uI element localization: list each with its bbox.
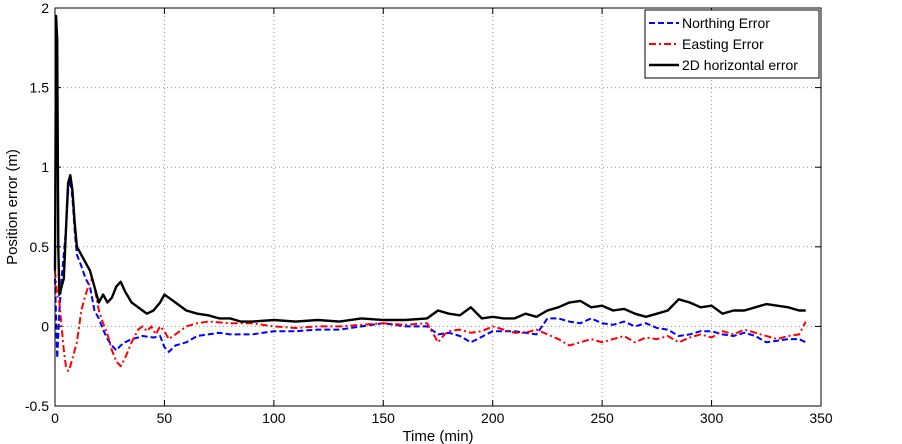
x-tick-label: 250 [590, 410, 614, 426]
y-tick-label: -0.5 [25, 398, 49, 414]
series-line-1 [54, 178, 807, 360]
legend-label-2: Easting Error [682, 36, 764, 52]
x-tick-label: 150 [372, 410, 396, 426]
x-tick-label: 100 [262, 410, 286, 426]
y-tick-label: 1.5 [30, 80, 50, 96]
legend-label-3: 2D horizontal error [682, 57, 798, 73]
plot-frame [54, 7, 822, 407]
x-tick-label: 50 [157, 410, 173, 426]
x-tick-label: 350 [809, 410, 833, 426]
y-tick-label: 0.5 [30, 239, 50, 255]
axes [54, 7, 822, 407]
y-tick-label: 0 [41, 318, 49, 334]
plot-area [53, 14, 807, 372]
tick-labels: 0 50 100 150 200 250 300 350-0.500.511.52 [25, 0, 833, 426]
y-axis-label: Position error (m) [4, 149, 21, 265]
x-axis-label: Time (min) [402, 428, 473, 444]
x-tick-label: 0 [51, 410, 59, 426]
y-tick-label: 2 [41, 0, 49, 16]
y-tick-label: 1 [41, 159, 49, 175]
x-tick-label: 300 [700, 410, 724, 426]
legend-label-1: Northing Error [682, 15, 770, 31]
x-tick-label: 200 [481, 410, 505, 426]
legend: Northing Error Easting Error 2D horizontal… [644, 9, 820, 79]
series-line-3 [53, 14, 806, 323]
